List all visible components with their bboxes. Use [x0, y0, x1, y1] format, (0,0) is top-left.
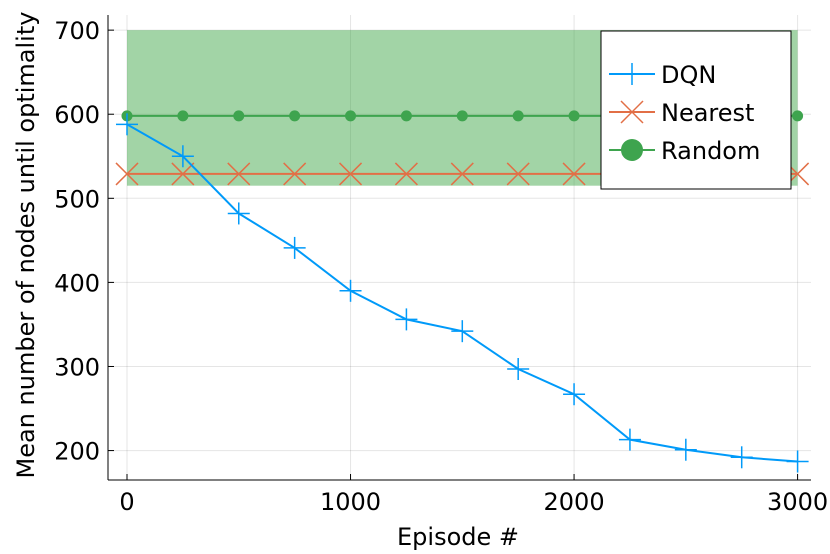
y-tick-label: 400	[54, 269, 100, 297]
data-point-dqn	[618, 428, 641, 451]
x-tick-label: 1000	[320, 488, 381, 516]
data-point-dqn	[730, 446, 753, 469]
data-point-nearest	[283, 162, 307, 186]
y-tick-label: 600	[54, 101, 100, 129]
data-point-random	[345, 110, 357, 122]
legend: DQN Nearest Random	[600, 30, 792, 190]
data-point-dqn	[116, 113, 138, 136]
x-tick-label: 2000	[544, 488, 605, 516]
data-point-random	[792, 110, 804, 122]
data-point-dqn	[563, 383, 586, 406]
data-point-dqn	[227, 202, 250, 225]
y-tick-label: 500	[54, 185, 100, 213]
legend-item-dqn: DQN	[609, 61, 716, 89]
data-point-random	[177, 110, 189, 122]
data-point-nearest	[394, 162, 418, 186]
data-point-nearest	[562, 162, 586, 186]
legend-marker-nearest	[620, 100, 644, 124]
x-tick-label: 3000	[767, 488, 828, 516]
series-dqn	[116, 113, 809, 473]
axes	[107, 15, 811, 481]
y-tick-label: 700	[54, 17, 100, 45]
data-point-nearest	[171, 162, 195, 186]
data-point-random	[512, 110, 524, 122]
legend-box	[600, 30, 792, 190]
legend-marker-dqn	[621, 63, 643, 85]
y-tick-label: 200	[54, 438, 100, 466]
data-point-nearest	[506, 162, 530, 186]
data-point-nearest	[450, 162, 474, 186]
data-point-random	[289, 110, 301, 122]
data-point-random	[233, 110, 245, 122]
data-point-random	[456, 110, 468, 122]
data-point-dqn	[507, 358, 530, 381]
data-point-dqn	[674, 438, 697, 461]
data-point-nearest	[227, 162, 251, 186]
x-axis-title: Episode #	[397, 523, 519, 551]
y-tick-label: 300	[54, 353, 100, 381]
legend-marker-random	[621, 139, 643, 161]
data-point-dqn	[283, 236, 306, 259]
data-point-dqn	[786, 450, 809, 473]
y-axis-title: Mean number of nodes until optimality	[12, 12, 40, 479]
data-point-random	[568, 110, 580, 122]
data-point-dqn	[451, 320, 474, 343]
legend-label: DQN	[661, 61, 716, 89]
data-point-dqn	[339, 279, 362, 302]
legend-label: Random	[661, 137, 760, 165]
legend-label: Nearest	[661, 99, 754, 127]
data-point-nearest	[115, 162, 139, 186]
data-point-dqn	[171, 145, 194, 168]
legend-item-random: Random	[609, 137, 760, 165]
x-tick-label: 0	[119, 488, 134, 516]
data-point-nearest	[338, 162, 363, 186]
data-point-random	[400, 110, 412, 122]
legend-item-nearest: Nearest	[609, 99, 754, 127]
tick-labels: 0 1000 2000 3000 200 300 400 500 600 700	[54, 17, 828, 516]
data-point-dqn	[395, 308, 418, 331]
